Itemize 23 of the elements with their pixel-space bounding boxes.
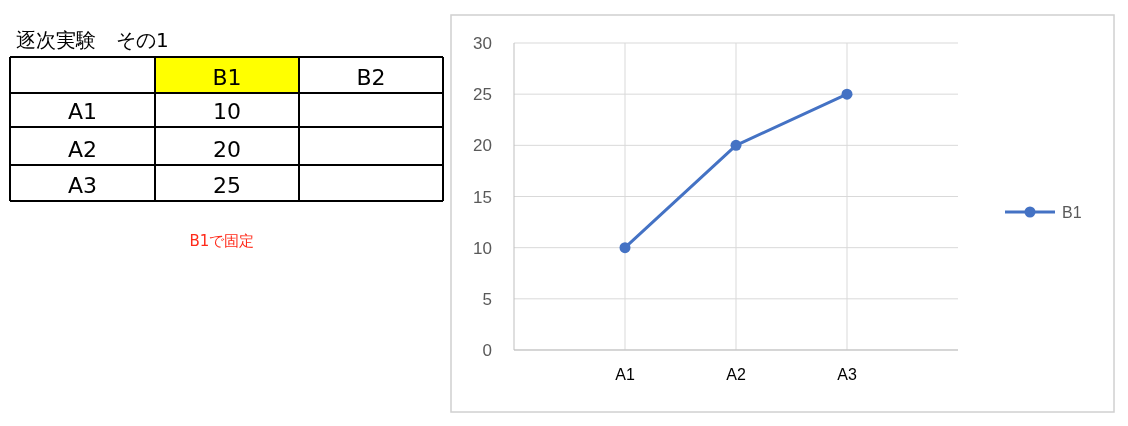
y-tick-label: 30 [473, 34, 492, 53]
x-tick-label: B2 [356, 65, 386, 90]
x-tick-label: A2 [726, 366, 746, 383]
y-tick-label: A2 [67, 137, 98, 162]
legend-label: B1 [1062, 204, 1082, 221]
x-tick-label: A1 [615, 366, 635, 383]
x-tick-label: A3 [837, 366, 857, 383]
point [841, 88, 853, 100]
y-tick-label: 5 [482, 289, 492, 309]
y-tick-label: 0 [482, 341, 492, 360]
data-label: 20 [213, 137, 241, 162]
y-tick-label: 10 [473, 238, 492, 258]
y-tick-label: 15 [473, 187, 492, 207]
chart-title: 逐次実験 その1 [16, 28, 169, 52]
y-tick-label: 25 [473, 85, 492, 105]
y-tick-label: A1 [67, 99, 98, 124]
data-label: 10 [213, 99, 241, 124]
y-tick-label: 20 [473, 136, 492, 156]
text: B1で固定 [189, 232, 255, 250]
point [730, 139, 742, 151]
y-tick-label: A3 [67, 173, 98, 198]
point [619, 242, 631, 254]
data-label: 25 [213, 173, 241, 198]
